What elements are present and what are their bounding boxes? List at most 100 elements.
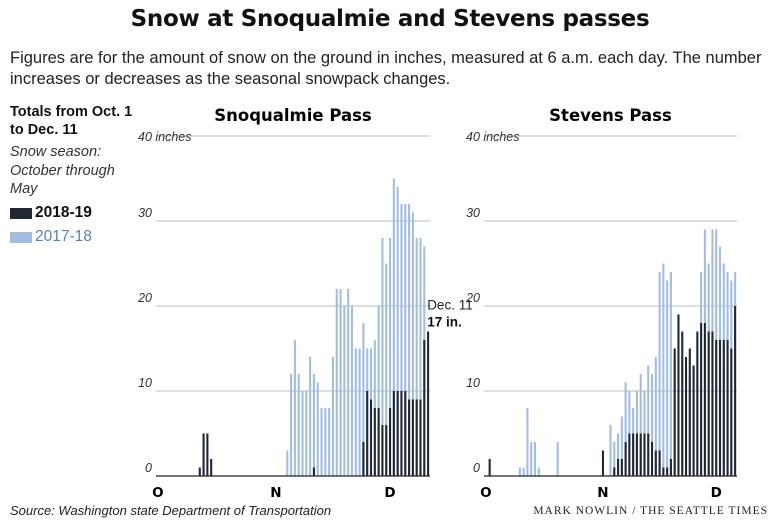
stevens-y-tick-label: 30 [466,206,480,220]
stevens-bar-201718 [613,442,616,476]
snoqualmie-y-tick-label: 30 [138,206,152,220]
snoqualmie-y-tick-label: 20 [137,291,152,305]
snoqualmie-bar-201718 [339,289,342,476]
snoqualmie-bar-201819 [400,391,403,476]
stevens-bar-201819 [673,348,676,476]
stevens-bar-201718 [620,416,623,476]
stevens-bar-201718 [533,442,537,476]
stevens-bar-201718 [522,467,525,476]
stevens-bar-201819 [730,348,733,476]
snoqualmie-bar-201819 [392,391,395,476]
snoqualmie-bar-201819 [404,391,407,476]
stevens-bar-201819 [722,340,725,476]
snoqualmie-bar-201819 [198,467,201,476]
snoqualmie-bar-201718 [320,408,323,476]
snoqualmie-bar-201718 [324,408,327,476]
snoqualmie-bar-201718 [335,289,338,476]
stevens-bar-201819 [624,442,627,476]
snoqualmie-bar-201819 [415,399,418,476]
stevens-bar-201819 [718,340,722,476]
snoqualmie-bar-201819 [408,399,411,476]
snoqualmie-bar-201718 [316,382,319,476]
snoqualmie-bar-201819 [369,399,373,476]
stevens-bar-201819 [650,442,654,476]
snoqualmie-bar-201819 [377,408,380,476]
snoqualmie-bar-201718 [343,306,346,476]
snoqualmie-bar-201819 [206,433,209,476]
stevens-bar-201819 [658,450,661,476]
snoqualmie-bar-201819 [423,340,426,476]
snoqualmie-bar-201718 [419,238,422,476]
snoqualmie-bar-201718 [328,408,331,476]
stevens-x-tick-label: D [711,485,722,501]
snoqualmie-bar-201718 [411,212,414,476]
snoqualmie-bar-201718 [354,348,357,476]
stevens-annotation-value: 20 in. [736,0,771,3]
stevens-x-tick-label: N [597,485,608,501]
snoqualmie-bar-201718 [385,263,388,476]
stevens-bar-201718 [526,408,529,476]
snoqualmie-bar-201718 [286,450,289,476]
snoqualmie-bar-201718 [350,306,354,476]
stevens-bar-201819 [677,314,680,476]
snoqualmie-bar-201718 [290,374,293,476]
stevens-bar-201819 [613,467,616,476]
snoqualmie-bar-201718 [305,391,308,476]
stevens-bar-201718 [518,467,521,476]
stevens-bar-201718 [530,442,533,476]
stevens-bar-201718 [639,374,642,476]
snoqualmie-bar-201718 [358,348,361,476]
snoqualmie-annotation-date: Dec. 11 [427,298,473,313]
stevens-bar-201819 [681,331,684,476]
stevens-bar-201718 [617,433,620,476]
stevens-bar-201819 [707,331,710,476]
stevens-bar-201819 [711,331,714,476]
snoqualmie-bar-201819 [385,425,388,476]
snoqualmie-x-tick-label: N [270,485,281,501]
stevens-y-tick-label: 20 [465,291,480,305]
snoqualmie-bar-201819 [396,391,399,476]
snoqualmie-bar-201718 [396,187,399,476]
stevens-bar-201819 [647,433,650,476]
legend-label-2017-18: 2017-18 [35,228,92,245]
stevens-bar-201819 [669,459,672,476]
stevens-bar-201718 [658,272,661,476]
snoqualmie-bar-201819 [419,399,422,476]
stevens-bar-201819 [654,450,657,476]
stevens-bar-201819 [628,433,631,476]
totals-note: Totals from Oct. 1 to Dec. 11 [10,104,133,138]
snoqualmie-bar-201819 [362,442,365,476]
stevens-annotation-date: Dec. 10 [736,0,780,3]
snoqualmie-bar-201718 [377,306,380,476]
snoqualmie-bar-201718 [309,357,312,476]
legend-item-2017-18: 2017-18 [10,228,92,246]
stevens-bar-201819 [488,459,491,476]
stevens-bar-201718 [650,374,654,476]
stevens-bar-201718 [609,425,612,476]
stevens-y-tick-label: 10 [466,376,480,390]
stevens-bar-201819 [666,467,669,476]
snoqualmie-bar-201718 [301,391,304,476]
legend-swatch-2018-19 [10,207,32,219]
stevens-bar-201819 [635,433,638,476]
snoqualmie-bar-201718 [408,204,411,476]
stevens-chart: Stevens Pass 0 10 20 30 40 inches O N D Dec. 1020… [465,0,780,501]
stevens-bar-201718 [654,357,657,476]
stevens-bar-201819 [620,459,623,476]
snoqualmie-bar-201819 [373,408,376,476]
page-subtitle: Figures are for the amount of snow on th… [10,49,762,88]
snoqualmie-bar-201718 [347,289,350,476]
stevens-bar-201819 [700,323,703,476]
stevens-bar-201819 [632,433,635,476]
stevens-bar-201718 [666,280,669,476]
stevens-bar-201819 [639,433,642,476]
snoqualmie-bar-201718 [392,178,395,476]
stevens-bar-201819 [643,433,646,476]
stevens-bar-201819 [617,459,620,476]
snoqualmie-chart: Snoqualmie Pass 0 10 20 30 40 inches O N D Dec. 1… [137,106,473,501]
snoqualmie-bar-201718 [388,238,392,476]
stevens-chart-title: Stevens Pass [549,106,672,125]
stevens-bar-201718 [537,467,540,476]
legend-label-2018-19: 2018-19 [35,204,92,221]
